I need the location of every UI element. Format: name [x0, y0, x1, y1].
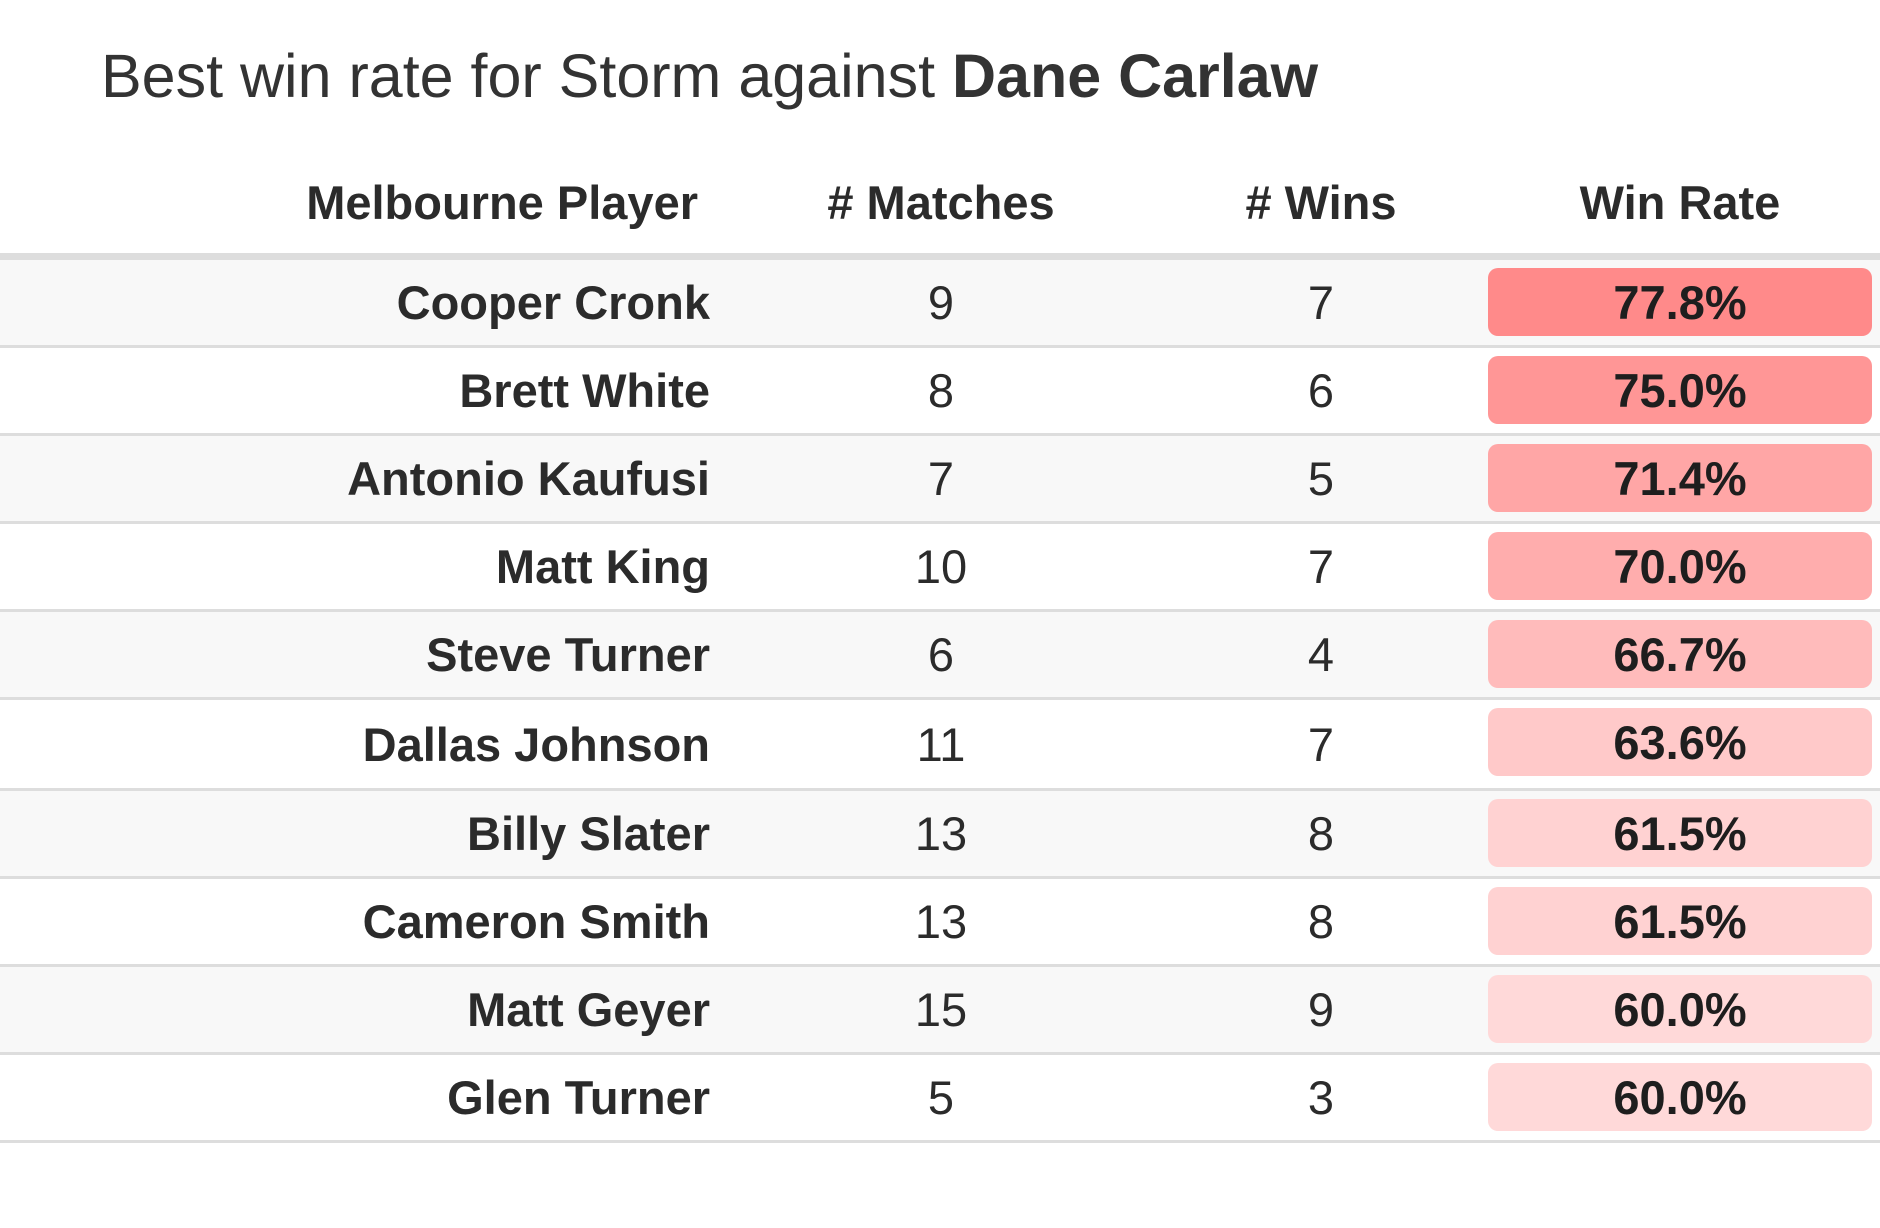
table-row: Billy Slater 13 8 61.5%	[0, 791, 1880, 879]
table-header: Melbourne Player # Matches # Wins Win Ra…	[0, 152, 1880, 260]
player-name: Cooper Cronk	[396, 276, 710, 329]
matches-count: 10	[914, 540, 968, 593]
table-row: Glen Turner 5 3 60.0%	[0, 1055, 1880, 1143]
matches-count: 9	[927, 276, 955, 329]
win-rate-table: Melbourne Player # Matches # Wins Win Ra…	[0, 152, 1880, 1143]
win-rate-badge: 75.0%	[1488, 356, 1872, 424]
table-row: Cameron Smith 13 8 61.5%	[0, 879, 1880, 967]
header-wins: # Wins	[1245, 176, 1397, 229]
table-row: Antonio Kaufusi 7 5 71.4%	[0, 436, 1880, 524]
table-row: Matt Geyer 15 9 60.0%	[0, 967, 1880, 1055]
player-name: Antonio Kaufusi	[347, 452, 710, 505]
win-rate-badge: 70.0%	[1488, 532, 1872, 600]
player-name: Matt King	[495, 540, 710, 593]
player-name: Cameron Smith	[362, 895, 710, 948]
player-name: Steve Turner	[426, 628, 710, 681]
wins-count: 4	[1307, 628, 1335, 681]
win-rate-badge: 66.7%	[1488, 620, 1872, 688]
matches-count: 13	[914, 807, 968, 860]
wins-count: 6	[1307, 364, 1335, 417]
header-matches: # Matches	[827, 176, 1055, 229]
win-rate-badge: 60.0%	[1488, 1063, 1872, 1131]
matches-count: 13	[914, 895, 968, 948]
header-win-rate: Win Rate	[1579, 176, 1781, 229]
wins-count: 3	[1307, 1071, 1335, 1124]
matches-count: 8	[927, 364, 955, 417]
wins-count: 7	[1307, 276, 1335, 329]
table-row: Steve Turner 6 4 66.7%	[0, 612, 1880, 700]
win-rate-badge: 60.0%	[1488, 975, 1872, 1043]
table-row: Brett White 8 6 75.0%	[0, 348, 1880, 436]
win-rate-badge: 61.5%	[1488, 799, 1872, 867]
player-name: Brett White	[459, 364, 710, 417]
wins-count: 7	[1307, 540, 1335, 593]
table-row: Dallas Johnson 11 7 63.6%	[0, 700, 1880, 791]
chart-title: Best win rate for Storm against Dane Car…	[101, 36, 1318, 116]
wins-count: 8	[1307, 807, 1335, 860]
matches-count: 6	[927, 628, 955, 681]
header-player: Melbourne Player	[306, 176, 698, 229]
matches-count: 7	[927, 452, 955, 505]
win-rate-badge: 77.8%	[1488, 268, 1872, 336]
matches-count: 5	[927, 1071, 955, 1124]
wins-count: 5	[1307, 452, 1335, 505]
player-name: Glen Turner	[447, 1071, 710, 1124]
player-name: Dallas Johnson	[362, 717, 710, 771]
wins-count: 9	[1307, 983, 1335, 1036]
player-name: Billy Slater	[467, 807, 710, 860]
chart-title-opponent: Dane Carlaw	[951, 42, 1319, 110]
wins-count: 8	[1307, 895, 1335, 948]
win-rate-badge: 61.5%	[1488, 887, 1872, 955]
win-rate-badge: 71.4%	[1488, 444, 1872, 512]
matches-count: 11	[916, 717, 966, 771]
player-name: Matt Geyer	[467, 983, 710, 1036]
table-row: Cooper Cronk 9 7 77.8%	[0, 260, 1880, 348]
table-body: Cooper Cronk 9 7 77.8% Brett White 8 6 75.0% Ant…	[0, 260, 1880, 1143]
matches-count: 15	[914, 983, 968, 1036]
chart-title-prefix: Best win rate for Storm against	[101, 42, 952, 110]
table-row: Matt King 10 7 70.0%	[0, 524, 1880, 612]
win-rate-badge: 63.6%	[1488, 708, 1872, 776]
wins-count: 7	[1307, 717, 1335, 771]
